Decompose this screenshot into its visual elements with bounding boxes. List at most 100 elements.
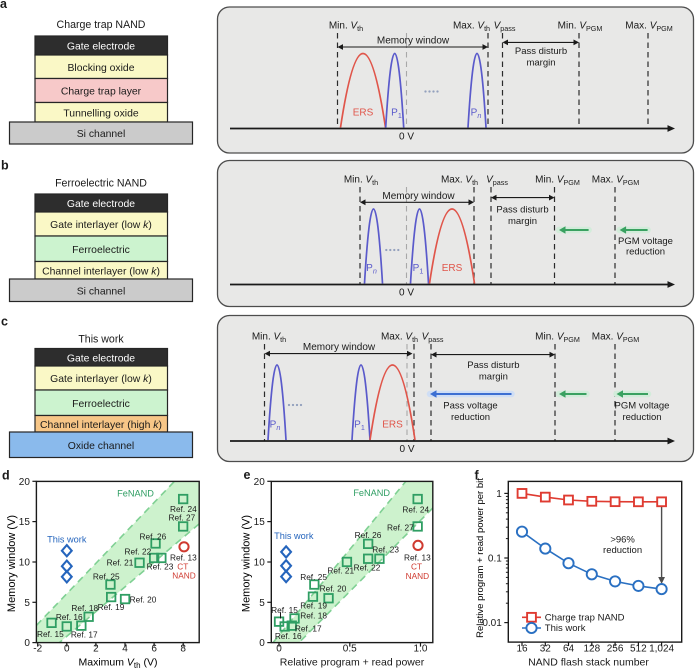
- svg-text:Min. Vth: Min. Vth: [344, 175, 378, 187]
- svg-text:Ref. 16: Ref. 16: [275, 631, 302, 641]
- svg-text:Memory window: Memory window: [377, 36, 450, 47]
- svg-text:e: e: [244, 468, 251, 482]
- svg-text:This work: This work: [47, 535, 87, 545]
- svg-text:This work: This work: [274, 531, 314, 541]
- svg-text:Memory window: Memory window: [303, 342, 376, 353]
- svg-text:Ref. 18: Ref. 18: [300, 610, 327, 620]
- svg-text:reduction: reduction: [626, 247, 665, 258]
- svg-text:ERS: ERS: [353, 108, 374, 119]
- svg-text:Ferroelectric: Ferroelectric: [72, 245, 130, 256]
- svg-text:0 V: 0 V: [399, 132, 414, 143]
- svg-text:Ref. 20: Ref. 20: [130, 594, 157, 604]
- svg-text:Ref. 19: Ref. 19: [300, 601, 327, 611]
- svg-text:ERS: ERS: [442, 263, 463, 274]
- svg-text:0: 0: [64, 644, 70, 655]
- svg-text:reduction: reduction: [603, 545, 642, 556]
- svg-text:reduction: reduction: [451, 412, 490, 423]
- svg-text:Relative program + read power: Relative program + read power per bit: [475, 478, 486, 638]
- svg-text:This work: This work: [545, 623, 586, 634]
- svg-text:0: 0: [259, 638, 265, 649]
- svg-text:8: 8: [180, 644, 186, 655]
- svg-text:4: 4: [122, 644, 128, 655]
- svg-text:0 V: 0 V: [399, 288, 414, 299]
- svg-text:Ref. 13: Ref. 13: [170, 553, 197, 563]
- svg-text:Charge trap layer: Charge trap layer: [61, 87, 142, 98]
- svg-text:Max. Vth: Max. Vth: [381, 332, 418, 344]
- svg-text:Ref. 23: Ref. 23: [147, 562, 174, 572]
- svg-text:margin: margin: [479, 372, 508, 383]
- svg-text:PGM voltage: PGM voltage: [618, 236, 673, 247]
- svg-text:Memory window: Memory window: [382, 191, 455, 202]
- svg-text:Vpass: Vpass: [486, 175, 508, 187]
- svg-text:Max. VPGM: Max. VPGM: [592, 332, 640, 344]
- svg-text:Ref. 18: Ref. 18: [71, 603, 98, 613]
- svg-text:5: 5: [259, 598, 265, 609]
- svg-text:Relative program + read power: Relative program + read power: [280, 656, 425, 668]
- svg-text:Gate electrode: Gate electrode: [67, 42, 135, 53]
- svg-text:CT: CT: [177, 562, 188, 572]
- svg-text:Ref. 27: Ref. 27: [387, 522, 414, 532]
- svg-text:Charge trap NAND: Charge trap NAND: [545, 612, 625, 623]
- svg-text:Pass disturb: Pass disturb: [496, 205, 548, 216]
- svg-text:Vpass: Vpass: [494, 21, 516, 33]
- svg-text:Channel interlayer (low k): Channel interlayer (low k): [42, 266, 160, 277]
- svg-text:128: 128: [583, 644, 600, 655]
- svg-text:Ref. 26: Ref. 26: [355, 530, 382, 540]
- svg-text:Min. Vth: Min. Vth: [329, 21, 363, 33]
- svg-text:0: 0: [24, 638, 30, 649]
- svg-text:Blocking oxide: Blocking oxide: [67, 63, 134, 74]
- svg-text:Pass voltage: Pass voltage: [443, 401, 497, 412]
- svg-text:Ref. 17: Ref. 17: [71, 630, 98, 640]
- svg-text:Tunnelling oxide: Tunnelling oxide: [63, 108, 139, 119]
- svg-text:Si channel: Si channel: [77, 286, 126, 297]
- svg-text:Gate interlayer (low k): Gate interlayer (low k): [50, 374, 152, 385]
- svg-text:1,024: 1,024: [649, 644, 674, 655]
- svg-text:Ref. 16: Ref. 16: [56, 612, 83, 622]
- svg-text:32: 32: [540, 644, 552, 655]
- svg-text:Min. VPGM: Min. VPGM: [535, 175, 580, 187]
- svg-text:Ferroelectric: Ferroelectric: [72, 399, 130, 410]
- svg-text:Ref. 21: Ref. 21: [107, 557, 134, 567]
- svg-text:NAND flash stack number: NAND flash stack number: [528, 656, 649, 668]
- svg-text:reduction: reduction: [622, 412, 661, 423]
- svg-text:0: 0: [276, 644, 282, 655]
- svg-text:Gate electrode: Gate electrode: [67, 199, 135, 210]
- svg-text:10: 10: [19, 558, 31, 569]
- svg-text:FeNAND: FeNAND: [353, 488, 390, 498]
- svg-text:0.01: 0.01: [482, 618, 502, 629]
- svg-text:Si channel: Si channel: [77, 129, 126, 140]
- svg-text:5: 5: [24, 598, 30, 609]
- svg-text:Max. Vth: Max. Vth: [453, 21, 490, 33]
- svg-text:Ref. 22: Ref. 22: [354, 563, 381, 573]
- svg-text:Ref. 20: Ref. 20: [320, 584, 347, 594]
- svg-text:Ref. 25: Ref. 25: [300, 572, 327, 582]
- svg-text:Maximum Vth (V): Maximum Vth (V): [78, 656, 157, 670]
- svg-text:d: d: [2, 469, 10, 483]
- svg-text:1: 1: [496, 489, 502, 500]
- svg-text:1.0: 1.0: [414, 644, 428, 655]
- svg-text:Ref. 17: Ref. 17: [295, 623, 322, 633]
- svg-text:Pass disturb: Pass disturb: [515, 46, 567, 57]
- svg-text:Ref. 25: Ref. 25: [93, 571, 120, 581]
- svg-text:256: 256: [607, 644, 624, 655]
- svg-text:Pn: Pn: [366, 263, 377, 275]
- svg-text:Charge trap NAND: Charge trap NAND: [57, 19, 146, 31]
- svg-text:b: b: [1, 159, 9, 173]
- svg-text:Gate electrode: Gate electrode: [67, 353, 135, 364]
- svg-text:Ref. 23: Ref. 23: [372, 545, 399, 555]
- svg-text:15: 15: [254, 517, 266, 528]
- svg-text:Ref. 27: Ref. 27: [169, 513, 196, 523]
- svg-text:64: 64: [563, 644, 575, 655]
- svg-text:Min. VPGM: Min. VPGM: [535, 332, 580, 344]
- svg-text:6: 6: [151, 644, 157, 655]
- svg-text:This work: This work: [78, 334, 124, 346]
- svg-text:Channel interlayer (high k): Channel interlayer (high k): [40, 420, 162, 431]
- svg-text:Pass disturb: Pass disturb: [467, 360, 519, 371]
- svg-text:Max. VPGM: Max. VPGM: [625, 21, 673, 33]
- svg-text:c: c: [1, 315, 8, 329]
- svg-text:15: 15: [19, 517, 31, 528]
- svg-text:2: 2: [93, 644, 99, 655]
- svg-text:margin: margin: [508, 216, 537, 227]
- svg-text:P1: P1: [391, 108, 402, 120]
- svg-text:512: 512: [630, 644, 647, 655]
